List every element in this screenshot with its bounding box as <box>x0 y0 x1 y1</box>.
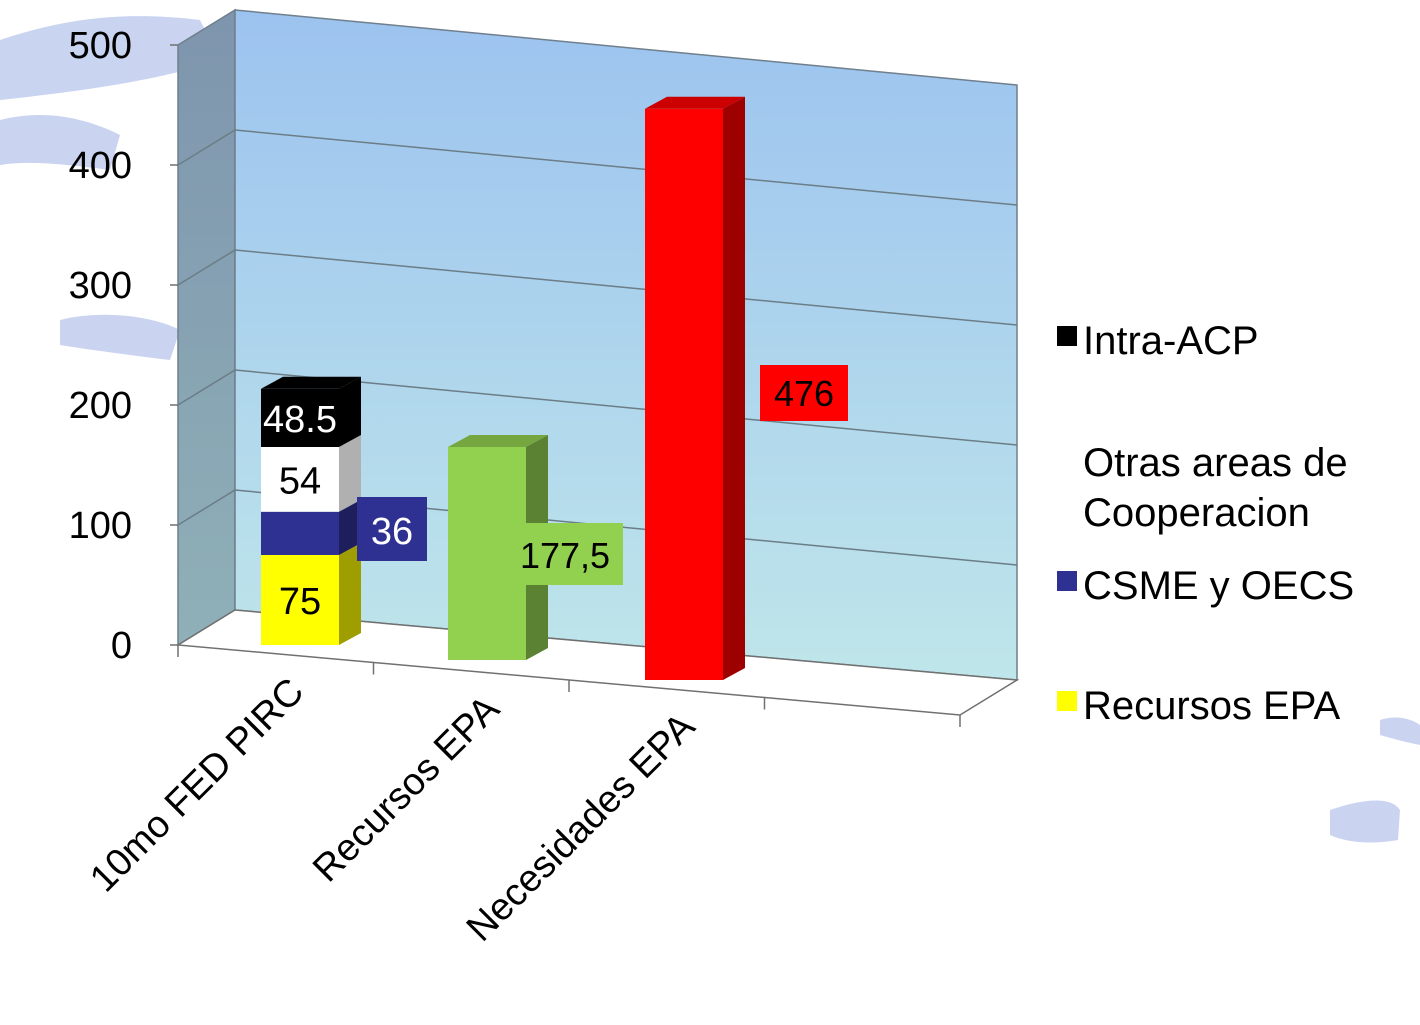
bar-segment <box>261 555 339 645</box>
legend: Intra-ACP Otras areas de Cooperacion CSME y… <box>1057 319 1354 728</box>
x-category-label: 10mo FED PIRC <box>82 670 312 900</box>
legend-label: CSME y OECS <box>1083 564 1354 608</box>
chart-floor <box>175 609 1020 716</box>
background-map-decoration <box>0 16 1420 843</box>
legend-swatch <box>1057 691 1077 711</box>
legend-label-line2: Cooperacion <box>1083 491 1310 535</box>
data-label: 48.5 <box>263 399 337 441</box>
chart-side-wall <box>177 8 236 647</box>
bar-segment-side <box>339 543 361 645</box>
bar-segment-top <box>261 376 361 389</box>
bar-segment-top <box>448 435 548 447</box>
bar-segment-side <box>339 376 361 447</box>
bar-segment-side <box>339 499 361 555</box>
gridline-side <box>177 129 236 166</box>
bar-segment <box>261 388 339 447</box>
bar-segment <box>261 511 339 555</box>
bars <box>261 96 745 681</box>
bar-segment-top <box>645 96 745 109</box>
data-label: 36 <box>371 511 413 553</box>
bar-segment <box>261 447 339 512</box>
y-tick-label: 400 <box>69 145 132 187</box>
bar-segment-side <box>723 96 745 681</box>
gridline <box>234 249 1018 326</box>
data-label-bg <box>760 365 848 421</box>
data-labels: 75 36 54 48.5 177,5 476 <box>263 365 848 623</box>
gridline-side <box>177 369 236 406</box>
data-label: 476 <box>774 373 834 414</box>
data-label: 177,5 <box>520 535 610 576</box>
gridline <box>234 129 1018 206</box>
legend-label: Recursos EPA <box>1083 684 1340 728</box>
legend-label: Intra-ACP <box>1083 319 1259 363</box>
y-tick-label: 300 <box>69 265 132 307</box>
x-category-label: Necesidades EPA <box>459 705 704 950</box>
y-tick-label: 0 <box>111 625 132 667</box>
y-tick-label: 500 <box>69 25 132 67</box>
data-label: 75 <box>279 581 321 623</box>
y-tick-label: 100 <box>69 505 132 547</box>
legend-swatch <box>1057 571 1077 591</box>
data-label: 54 <box>279 460 321 502</box>
bar-segment-side <box>339 435 361 512</box>
y-axis-tick-labels: 0 100 200 300 400 500 <box>69 25 178 667</box>
bar-segment <box>645 108 723 681</box>
gridline <box>234 369 1018 446</box>
legend-swatch <box>1057 448 1077 468</box>
x-category-label: Recursos EPA <box>305 687 508 890</box>
data-label-bg <box>357 497 427 561</box>
gridline-side <box>177 249 236 286</box>
legend-swatch <box>1057 326 1077 346</box>
data-label-bg <box>507 523 623 585</box>
legend-label-line1: Otras areas de <box>1083 441 1348 485</box>
gridline-side <box>177 489 236 526</box>
y-tick-label: 200 <box>69 385 132 427</box>
